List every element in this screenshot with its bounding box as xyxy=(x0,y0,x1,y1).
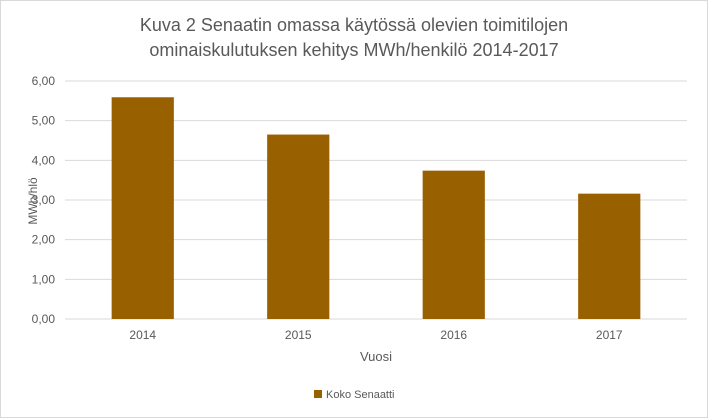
x-axis-ticks: 2014 2015 2016 2017 xyxy=(129,328,623,342)
y-axis-ticks: 0,00 1,00 2,00 3,00 4,00 5,00 6,00 xyxy=(32,74,56,326)
x-tick-label: 2016 xyxy=(440,328,467,342)
bar-2017 xyxy=(578,193,641,319)
x-axis-label: Vuosi xyxy=(360,349,392,364)
y-tick-label: 5,00 xyxy=(32,114,56,128)
x-tick-label: 2014 xyxy=(129,328,156,342)
x-tick-label: 2015 xyxy=(285,328,312,342)
y-tick-label: 1,00 xyxy=(32,272,56,286)
y-tick-label: 2,00 xyxy=(32,233,56,247)
bar-2015 xyxy=(267,134,330,319)
x-tick-label: 2017 xyxy=(596,328,623,342)
chart-title-line-2: ominaiskulutuksen kehitys MWh/henkilö 20… xyxy=(149,40,558,60)
y-tick-label: 3,00 xyxy=(32,193,56,207)
y-tick-label: 0,00 xyxy=(32,312,56,326)
legend-swatch xyxy=(314,390,322,398)
bar-2016 xyxy=(422,170,485,319)
chart-title-line-1: Kuva 2 Senaatin omassa käytössä olevien … xyxy=(140,15,568,35)
bar-2014 xyxy=(111,97,174,319)
y-axis-label: MWh/hlö xyxy=(26,177,40,225)
legend-label: Koko Senaatti xyxy=(326,389,395,401)
y-tick-label: 4,00 xyxy=(32,153,56,167)
bars xyxy=(111,97,641,319)
legend: Koko Senaatti xyxy=(314,389,395,401)
y-tick-label: 6,00 xyxy=(32,74,56,88)
